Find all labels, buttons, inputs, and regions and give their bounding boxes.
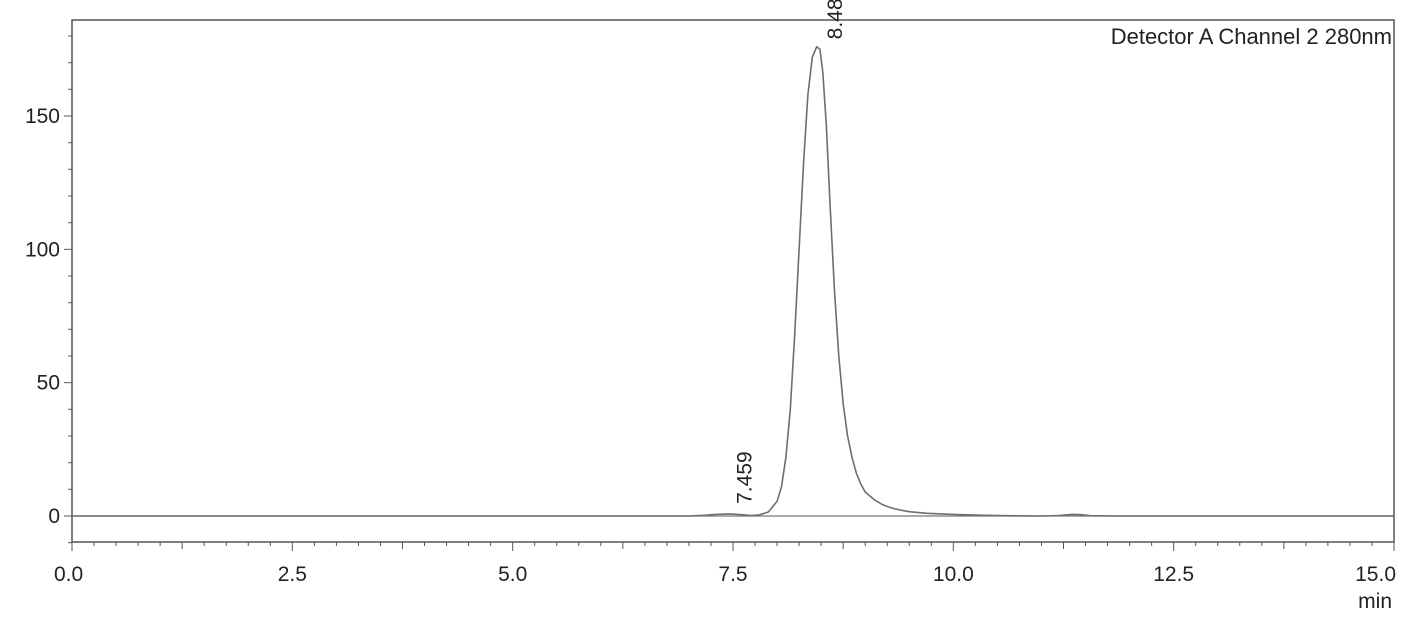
detector-label: Detector A Channel 2 280nm: [1111, 24, 1392, 49]
peak-annotations: 7.459 8.487: [733, 0, 847, 504]
x-tick-label: 15.0: [1355, 563, 1396, 586]
y-axis: 0 50 100 150: [25, 35, 72, 544]
x-axis-unit-label: min: [1358, 590, 1392, 613]
peak-label: 7.459: [733, 451, 756, 504]
x-tick-label: 10.0: [933, 563, 974, 586]
x-tick-label: 12.5: [1153, 563, 1194, 586]
x-axis: 0.0 2.5 5.0 7.5 10.0 12.5 15.0: [54, 542, 1396, 586]
y-tick-label: 150: [25, 105, 60, 128]
x-tick-label: 0.0: [54, 563, 83, 586]
chromatogram-trace: [72, 45, 1394, 517]
y-tick-label: 100: [25, 238, 60, 261]
y-tick-label: 0: [48, 505, 60, 528]
x-tick-label: 5.0: [498, 563, 527, 586]
x-tick-label: 2.5: [278, 563, 307, 586]
x-tick-label: 7.5: [718, 563, 747, 586]
peak-label: 8.487: [824, 0, 847, 39]
y-tick-label: 50: [37, 372, 60, 395]
